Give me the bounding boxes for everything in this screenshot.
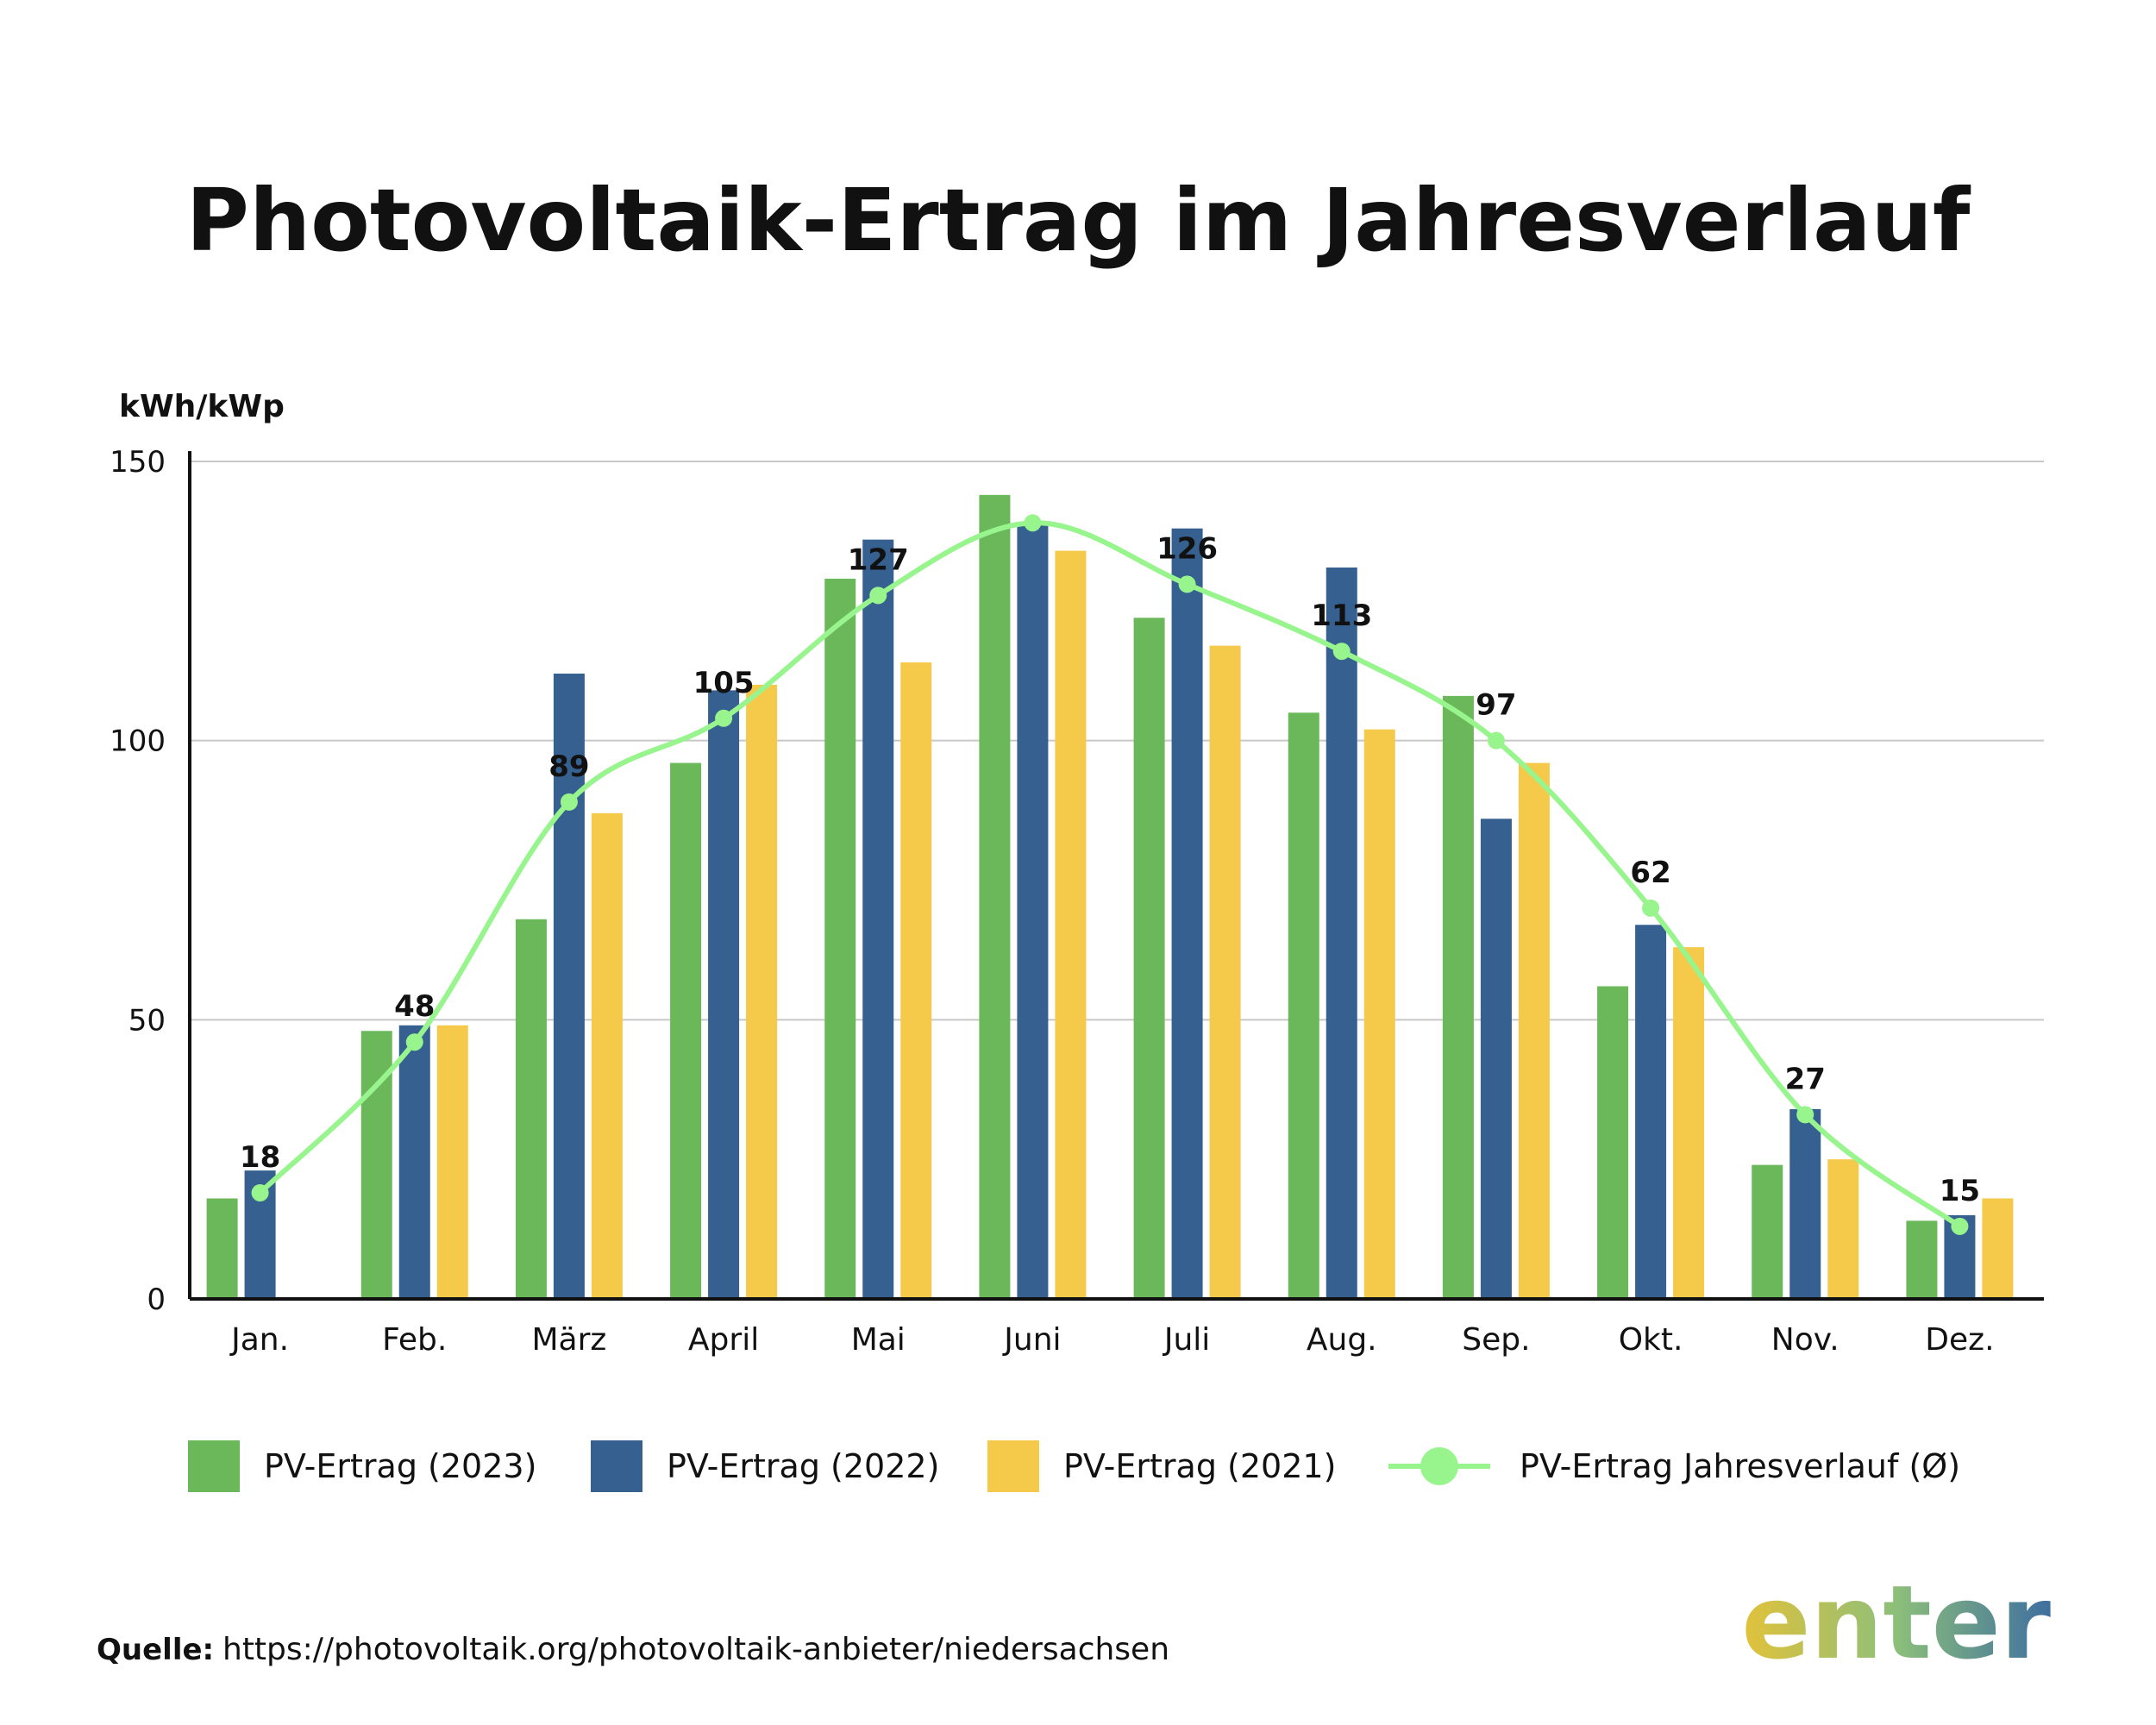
x-tick-label: Juli xyxy=(1163,1322,1210,1358)
bar xyxy=(1518,762,1550,1299)
x-tick-label: Dez. xyxy=(1925,1322,1994,1358)
source-label: Quelle: xyxy=(97,1633,214,1667)
bar xyxy=(862,539,894,1299)
bar xyxy=(1673,947,1705,1299)
bar xyxy=(746,684,778,1299)
line-point xyxy=(1796,1106,1814,1124)
axes xyxy=(188,451,2044,1301)
x-tick-label: Okt. xyxy=(1619,1322,1683,1358)
legend-label: PV-Ertrag (2022) xyxy=(667,1447,939,1485)
data-label: 15 xyxy=(1940,1174,1980,1208)
legend-swatch xyxy=(188,1440,240,1492)
bar xyxy=(515,919,547,1299)
x-tick-label: Aug. xyxy=(1307,1322,1377,1358)
data-label: 18 xyxy=(240,1140,280,1175)
x-tick-label: Nov. xyxy=(1771,1322,1839,1358)
bar xyxy=(1133,618,1165,1299)
bar xyxy=(1906,1220,1938,1299)
x-tick-label: Jan. xyxy=(229,1322,289,1358)
bar xyxy=(206,1198,238,1299)
legend-swatch xyxy=(591,1440,642,1492)
bar xyxy=(824,578,856,1299)
data-label: 27 xyxy=(1785,1062,1826,1096)
bar xyxy=(1480,819,1512,1299)
line-point xyxy=(1642,899,1660,917)
x-axis-ticks: Jan. Feb. März April Mai Juni Juli Aug. Sep. Okt.… xyxy=(229,1322,1994,1358)
source-url[interactable]: https://photovoltaik.org/photovoltaik-an… xyxy=(222,1632,1169,1667)
legend-marker xyxy=(1420,1447,1458,1485)
y-tick-label: 100 xyxy=(110,724,166,759)
bar xyxy=(670,762,702,1299)
bar xyxy=(1752,1164,1783,1299)
bar xyxy=(1363,729,1395,1299)
legend-label: PV-Ertrag Jahresverlauf (Ø) xyxy=(1520,1447,1960,1485)
line-point xyxy=(560,793,578,811)
data-label: 127 xyxy=(848,543,909,577)
bar xyxy=(591,812,623,1299)
bar xyxy=(1789,1108,1821,1299)
data-label: 113 xyxy=(1311,599,1372,633)
data-label: 105 xyxy=(693,666,755,700)
y-axis-ticks: 0 50 100 150 xyxy=(110,445,166,1317)
x-tick-label: April xyxy=(688,1322,759,1358)
legend-swatch xyxy=(987,1440,1039,1492)
legend-label: PV-Ertrag (2023) xyxy=(264,1447,536,1485)
bar xyxy=(708,690,740,1299)
bar xyxy=(900,662,932,1299)
y-tick-label: 50 xyxy=(128,1003,166,1038)
bar xyxy=(398,1025,430,1299)
average-line xyxy=(251,514,1969,1235)
line-point xyxy=(405,1033,423,1051)
y-axis-label: kWh/kWp xyxy=(119,389,285,424)
x-tick-label: März xyxy=(532,1322,607,1358)
bar xyxy=(1827,1159,1859,1299)
bars xyxy=(206,494,2014,1299)
y-tick-label: 0 xyxy=(147,1283,166,1317)
x-tick-label: Sep. xyxy=(1462,1322,1530,1358)
data-label: 97 xyxy=(1476,688,1516,723)
line-point xyxy=(715,709,733,727)
line-point xyxy=(1024,514,1042,532)
source: Quelle: https://photovoltaik.org/photovo… xyxy=(97,1632,1169,1667)
enter-logo: enter xyxy=(1741,1563,2051,1682)
line-point xyxy=(1487,731,1505,750)
chart-title: Photovoltaik-Ertrag im Jahresverlauf xyxy=(186,170,1971,271)
legend-label: PV-Ertrag (2021) xyxy=(1063,1447,1336,1485)
data-label: 89 xyxy=(548,750,589,784)
x-tick-label: Juni xyxy=(1002,1322,1061,1358)
bar xyxy=(1597,986,1629,1299)
line-point xyxy=(1332,643,1351,661)
bar xyxy=(436,1025,468,1299)
line-point xyxy=(869,586,887,605)
data-label: 62 xyxy=(1630,856,1670,890)
line-point xyxy=(251,1184,269,1202)
bar xyxy=(1442,695,1474,1299)
x-tick-label: Feb. xyxy=(382,1322,447,1358)
data-labels: 18 48 89 105 127 126 113 97 62 27 15 xyxy=(240,531,1980,1208)
average-line-path xyxy=(258,520,1962,1229)
bar xyxy=(979,494,1011,1299)
bar xyxy=(1326,567,1357,1299)
data-label: 48 xyxy=(394,989,435,1024)
bar xyxy=(553,673,585,1299)
x-tick-label: Mai xyxy=(851,1322,906,1358)
bar xyxy=(1209,645,1241,1299)
legend: PV-Ertrag (2023) PV-Ertrag (2022) PV-Ertra… xyxy=(188,1440,1960,1492)
gridlines xyxy=(190,461,2044,1021)
data-label: 126 xyxy=(1156,531,1218,566)
bar xyxy=(1017,523,1049,1299)
bar xyxy=(1171,528,1203,1299)
bar xyxy=(1635,925,1667,1299)
bar xyxy=(1288,712,1319,1299)
y-tick-label: 150 xyxy=(110,445,166,480)
bar xyxy=(1982,1198,2014,1299)
bar xyxy=(1055,550,1087,1299)
line-point xyxy=(1951,1217,1969,1235)
line-point xyxy=(1178,575,1196,593)
